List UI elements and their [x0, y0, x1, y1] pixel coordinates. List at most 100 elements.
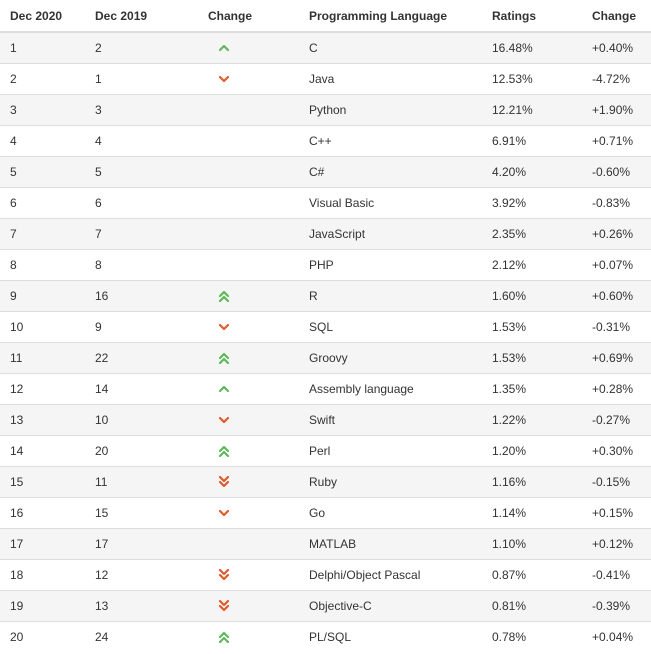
rank-dec-2020: 5 — [0, 155, 85, 187]
table-row: 15 11 Ruby 1.16% -0.15% — [0, 465, 651, 497]
rank-dec-2019: 3 — [85, 93, 198, 125]
language-name: Delphi/Object Pascal — [299, 558, 482, 590]
rating-change: -0.41% — [582, 558, 651, 590]
language-name: PHP — [299, 248, 482, 280]
rating-value: 16.48% — [482, 31, 582, 63]
rating-value: 0.81% — [482, 589, 582, 621]
rating-value: 1.16% — [482, 465, 582, 497]
table-row: 18 12 Delphi/Object Pascal 0.87% -0.41% — [0, 558, 651, 590]
rating-value: 6.91% — [482, 124, 582, 156]
rating-value: 1.10% — [482, 527, 582, 559]
table-row: 11 22 Groovy 1.53% +0.69% — [0, 341, 651, 373]
change-indicator — [198, 248, 299, 280]
rank-dec-2020: 4 — [0, 124, 85, 156]
rating-change: +0.07% — [582, 248, 651, 280]
header-dec-2020: Dec 2020 — [0, 0, 85, 33]
rating-change: +0.71% — [582, 124, 651, 156]
rank-dec-2019: 11 — [85, 465, 198, 497]
rank-dec-2019: 4 — [85, 124, 198, 156]
rank-dec-2019: 15 — [85, 496, 198, 528]
double-arrow-up-icon — [218, 631, 230, 643]
language-name: C — [299, 31, 482, 63]
header-ratings-change: Change — [582, 0, 651, 33]
language-name: PL/SQL — [299, 620, 482, 652]
language-name: JavaScript — [299, 217, 482, 249]
rating-change: -0.15% — [582, 465, 651, 497]
rating-value: 1.60% — [482, 279, 582, 311]
arrow-up-icon — [218, 383, 230, 395]
rating-change: +0.30% — [582, 434, 651, 466]
rating-value: 1.20% — [482, 434, 582, 466]
rating-value: 1.22% — [482, 403, 582, 435]
rating-value: 3.92% — [482, 186, 582, 218]
language-name: Ruby — [299, 465, 482, 497]
rank-dec-2019: 5 — [85, 155, 198, 187]
table-row: 5 5 C# 4.20% -0.60% — [0, 155, 651, 187]
table-row: 8 8 PHP 2.12% +0.07% — [0, 248, 651, 280]
rating-change: +0.12% — [582, 527, 651, 559]
rating-value: 2.35% — [482, 217, 582, 249]
rating-change: +0.26% — [582, 217, 651, 249]
rank-dec-2019: 10 — [85, 403, 198, 435]
rank-dec-2019: 2 — [85, 31, 198, 63]
rating-value: 1.14% — [482, 496, 582, 528]
header-change: Change — [198, 0, 299, 33]
rating-value: 0.87% — [482, 558, 582, 590]
rating-change: -4.72% — [582, 62, 651, 94]
change-indicator — [198, 465, 299, 497]
table-row: 14 20 Perl 1.20% +0.30% — [0, 434, 651, 466]
rating-value: 1.35% — [482, 372, 582, 404]
rank-dec-2019: 8 — [85, 248, 198, 280]
header-ratings: Ratings — [482, 0, 582, 33]
rank-dec-2019: 16 — [85, 279, 198, 311]
table-row: 6 6 Visual Basic 3.92% -0.83% — [0, 186, 651, 218]
rating-change: +0.28% — [582, 372, 651, 404]
language-name: C++ — [299, 124, 482, 156]
rank-dec-2020: 18 — [0, 558, 85, 590]
table-row: 10 9 SQL 1.53% -0.31% — [0, 310, 651, 342]
rank-dec-2019: 24 — [85, 620, 198, 652]
rating-change: -0.39% — [582, 589, 651, 621]
rank-dec-2020: 10 — [0, 310, 85, 342]
double-arrow-up-icon — [218, 352, 230, 364]
table-row: 19 13 Objective-C 0.81% -0.39% — [0, 589, 651, 621]
table-header: Dec 2020 Dec 2019 Change Programming Lan… — [0, 0, 651, 33]
language-name: C# — [299, 155, 482, 187]
rank-dec-2020: 17 — [0, 527, 85, 559]
change-indicator — [198, 310, 299, 342]
rank-dec-2019: 14 — [85, 372, 198, 404]
arrow-up-icon — [218, 42, 230, 54]
rank-dec-2019: 6 — [85, 186, 198, 218]
table-row: 17 17 MATLAB 1.10% +0.12% — [0, 527, 651, 559]
double-arrow-down-icon — [218, 475, 230, 488]
rank-dec-2019: 20 — [85, 434, 198, 466]
table-body: 1 2 C 16.48% +0.40% 2 1 Java 12.53% -4.7… — [0, 31, 651, 652]
table-row: 7 7 JavaScript 2.35% +0.26% — [0, 217, 651, 249]
language-name: Assembly language — [299, 372, 482, 404]
table-row: 20 24 PL/SQL 0.78% +0.04% — [0, 620, 651, 652]
change-indicator — [198, 589, 299, 621]
table-row: 12 14 Assembly language 1.35% +0.28% — [0, 372, 651, 404]
rank-dec-2020: 12 — [0, 372, 85, 404]
change-indicator — [198, 93, 299, 125]
arrow-down-icon — [218, 507, 230, 519]
table-row: 13 10 Swift 1.22% -0.27% — [0, 403, 651, 435]
language-name: MATLAB — [299, 527, 482, 559]
language-name: SQL — [299, 310, 482, 342]
header-row: Dec 2020 Dec 2019 Change Programming Lan… — [0, 0, 651, 33]
double-arrow-down-icon — [218, 568, 230, 581]
change-indicator — [198, 496, 299, 528]
arrow-down-icon — [218, 414, 230, 426]
rank-dec-2019: 9 — [85, 310, 198, 342]
language-name: Go — [299, 496, 482, 528]
rating-value: 2.12% — [482, 248, 582, 280]
change-indicator — [198, 372, 299, 404]
rating-change: -0.83% — [582, 186, 651, 218]
language-name: Groovy — [299, 341, 482, 373]
rank-dec-2020: 14 — [0, 434, 85, 466]
language-name: Visual Basic — [299, 186, 482, 218]
change-indicator — [198, 124, 299, 156]
change-indicator — [198, 217, 299, 249]
rank-dec-2019: 7 — [85, 217, 198, 249]
